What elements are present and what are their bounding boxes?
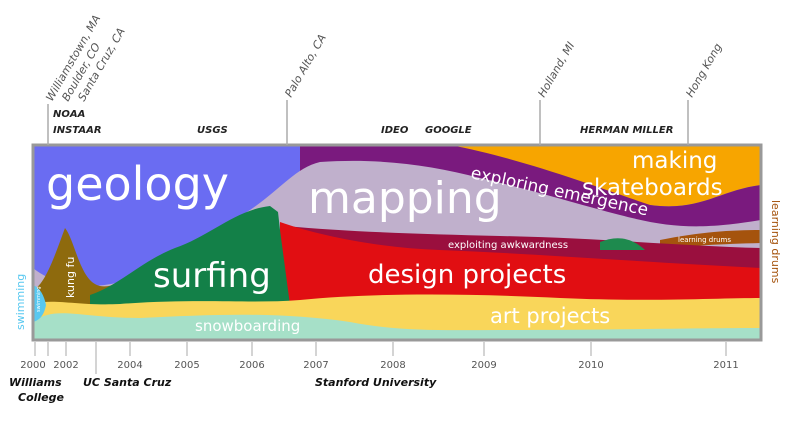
label: art projects xyxy=(490,304,610,328)
streams xyxy=(33,145,761,340)
employer: HERMAN MILLER xyxy=(580,125,673,136)
label: geology xyxy=(46,157,229,211)
school: College xyxy=(18,391,65,404)
year: 2008 xyxy=(380,360,405,371)
drums-area xyxy=(660,230,761,248)
skateboards-area xyxy=(440,145,761,207)
school: Williams xyxy=(9,376,62,389)
year: 2009 xyxy=(471,360,496,371)
location-lines xyxy=(47,100,689,145)
label: making xyxy=(632,148,717,174)
year: 2011 xyxy=(713,360,738,371)
year: 2004 xyxy=(117,360,142,371)
label: exploiting awkwardness xyxy=(448,240,568,251)
location: Hong Kong xyxy=(683,41,724,99)
year: 2002 xyxy=(53,360,78,371)
label: surfing xyxy=(153,256,271,296)
label: skateboards xyxy=(582,175,723,201)
surfing-area xyxy=(90,206,290,320)
year: 2006 xyxy=(239,360,264,371)
employer: INSTAAR xyxy=(53,125,102,136)
label: swimming xyxy=(36,286,42,312)
employer: USGS xyxy=(197,125,228,136)
school: Stanford University xyxy=(315,376,437,389)
employer: GOOGLE xyxy=(425,125,472,136)
label: learning drums xyxy=(678,236,731,244)
year: 2010 xyxy=(578,360,603,371)
side-label: swimming xyxy=(14,274,27,330)
snowboarding-area xyxy=(33,313,761,340)
year-ticks xyxy=(34,342,727,374)
school: UC Santa Cruz xyxy=(83,376,172,389)
year: 2000 xyxy=(20,360,45,371)
location: Palo Alto, CA xyxy=(282,32,329,100)
label: design projects xyxy=(368,260,566,290)
frame xyxy=(31,143,763,342)
green-blob xyxy=(600,238,645,250)
label: kung fu xyxy=(64,257,77,298)
side-label: learning drums xyxy=(769,200,782,284)
year: 2007 xyxy=(303,360,328,371)
employer: IDEO xyxy=(381,125,409,136)
year: 2005 xyxy=(174,360,199,371)
label: snowboarding xyxy=(195,317,300,335)
stream-labels: geology mapping surfing design projects … xyxy=(36,148,731,335)
label: mapping xyxy=(308,173,502,224)
location: Holland, MI xyxy=(535,40,577,100)
employer: NOAA xyxy=(53,109,85,120)
swimming-area xyxy=(33,285,46,322)
